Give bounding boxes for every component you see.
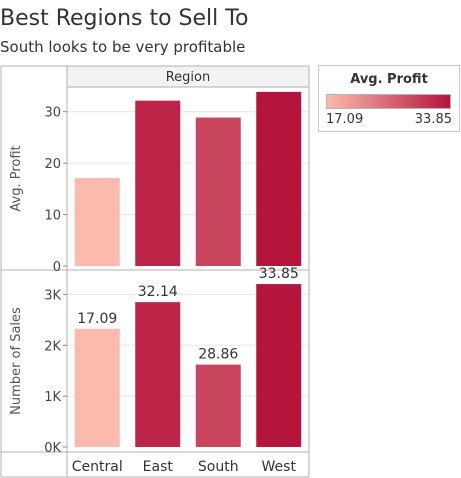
avg-profit-bar-central[interactable] — [74, 178, 120, 266]
chart-subtitle: South looks to be very profitable — [0, 38, 246, 56]
legend-min-label: 17.09 — [326, 112, 364, 127]
avg-profit-axis-tick-label: 10 — [44, 209, 61, 224]
legend-max-label: 33.85 — [414, 112, 452, 127]
sales-axis-tick-label: 3K — [44, 288, 61, 303]
category-label-west: West — [262, 459, 297, 475]
category-label-south: South — [198, 459, 239, 475]
column-header-bg — [67, 66, 309, 87]
legend-gradient — [326, 94, 451, 109]
avg-profit-bar-east[interactable] — [135, 100, 181, 266]
sales-bar-south[interactable] — [195, 364, 241, 447]
sales-bar-label-central: 17.09 — [77, 311, 117, 327]
avg-profit-bar-south[interactable] — [195, 117, 241, 266]
column-header-label: Region — [166, 70, 211, 85]
sales-axis-tick-label: 2K — [44, 339, 61, 354]
y-axis-title-avg-profit: Avg. Profit — [9, 145, 24, 211]
sales-bar-label-south: 28.86 — [198, 347, 238, 363]
category-label-east: East — [143, 459, 174, 475]
color-legend: Avg. Profit 17.09 33.85 — [318, 65, 460, 132]
sales-bar-central[interactable] — [74, 328, 120, 447]
category-label-central: Central — [72, 459, 123, 475]
sales-bar-label-east: 32.14 — [138, 284, 178, 300]
sales-bar-label-west: 33.85 — [259, 266, 299, 282]
avg-profit-axis-tick-label: 30 — [44, 106, 61, 121]
avg-profit-axis-tick-label: 0 — [53, 260, 61, 275]
avg-profit-axis-tick-label: 20 — [44, 157, 61, 172]
legend-title: Avg. Profit — [350, 72, 428, 87]
y-axis-title-number-of-sales: Number of Sales — [9, 307, 24, 415]
sales-axis-tick-label: 1K — [44, 390, 61, 405]
avg-profit-bar-west[interactable] — [256, 91, 302, 266]
chart-title: Best Regions to Sell To — [0, 6, 249, 31]
sales-bar-east[interactable] — [135, 302, 181, 447]
sales-axis-tick-label: 0K — [44, 441, 61, 456]
sales-bar-west[interactable] — [256, 284, 302, 447]
